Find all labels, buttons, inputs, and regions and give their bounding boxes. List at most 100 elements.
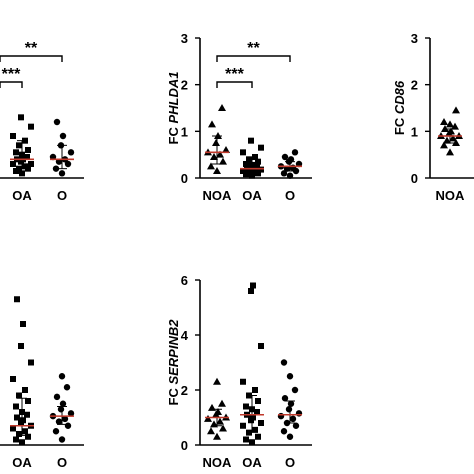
data-point-circle [281,153,289,161]
data-point-triangle [204,414,212,422]
data-point-triangle [213,167,221,174]
data-point-square [14,296,20,303]
data-point-square [22,387,28,393]
data-point-square [24,411,30,418]
data-point-circle [295,410,303,417]
data-point-square [25,398,31,404]
x-category-label: OA [12,455,32,470]
data-point-square [240,149,246,156]
data-point-triangle [219,424,227,432]
data-point-square [255,398,261,404]
data-point-square [19,439,25,446]
data-point-square [20,321,26,327]
y-tick-label: 2 [411,78,418,93]
significance-bracket [0,81,23,88]
data-point-square [244,164,250,171]
data-point-square [246,429,252,436]
data-point-square [248,137,254,144]
data-point-circle [58,436,66,443]
data-point-circle [67,149,75,156]
x-category-label: O [57,188,67,203]
data-point-square [16,431,22,437]
data-point-triangle [207,162,215,170]
data-point-circle [58,170,66,177]
significance-bracket [216,55,291,62]
panel-bottom-left: OA O [0,296,84,470]
data-point-square [240,422,246,429]
panel-bottom-middle: 0 2 4 6 FC SERPINB2 NOA OA O [166,273,312,470]
data-point-square [10,376,16,382]
significance-label: *** [225,66,244,83]
data-point-circle [287,156,295,163]
y-axis-label-prefix: FC [392,114,407,135]
data-point-square [250,414,256,421]
data-point-triangle [207,427,215,435]
data-point-square [252,387,258,393]
data-point-triangle [213,432,221,440]
data-point-square [22,163,28,170]
data-point-circle [291,149,299,156]
data-point-circle [53,118,61,126]
data-point-square [19,170,25,177]
y-axis-label-gene: CD86 [392,80,407,114]
significance-label: ** [247,40,260,57]
data-point-square [248,288,254,294]
data-point-circle [289,164,297,171]
data-point-square [10,161,16,167]
data-point-circle [59,400,67,407]
data-point-square [24,154,30,160]
data-point-circle [64,422,72,429]
data-point-circle [52,428,60,435]
data-point-circle [289,415,297,423]
data-point-triangle [214,408,222,415]
data-point-square [240,378,246,385]
data-point-square [243,161,249,167]
data-point-square [249,172,255,179]
data-point-triangle [446,120,454,128]
significance-bracket [216,81,253,88]
y-axis-label-gene: SERPINB2 [166,319,181,385]
data-point-circle [64,160,72,168]
data-point-square [28,359,34,366]
x-category-label: NOA [203,188,233,203]
data-point-square [13,403,19,410]
data-point-square [254,163,260,170]
data-point-square [10,425,16,432]
significance-label: ** [25,40,38,57]
data-point-triangle [451,122,459,130]
data-point-square [18,114,24,121]
data-point-square [255,158,261,165]
y-axis-label: FC PHLDA1 [166,72,181,145]
data-point-circle [57,406,65,413]
x-category-label: O [57,455,67,470]
data-point-circle [277,412,285,420]
y-tick-label: 1 [181,124,188,139]
data-point-square [14,414,20,421]
data-point-triangle [208,120,216,128]
data-point-circle [59,132,67,140]
data-point-triangle [440,118,448,125]
y-tick-label: 2 [181,383,188,398]
significance-bracket [0,55,63,62]
data-point-circle [281,395,289,402]
y-tick-label: 0 [411,171,418,186]
data-point-triangle [208,403,216,411]
data-point-triangle [452,139,460,146]
data-point-triangle [216,417,224,425]
data-point-square [252,154,258,160]
data-point-triangle [452,106,460,114]
data-point-square [10,133,16,139]
data-point-triangle [213,377,221,385]
data-point-square [255,433,261,440]
x-category-label: O [285,188,295,203]
x-category-label: O [285,455,295,470]
data-point-circle [287,400,295,407]
data-point-circle [55,418,63,425]
x-category-label: NOA [203,455,233,470]
data-point-square [258,166,264,173]
data-point-square [20,417,26,424]
data-point-triangle [222,146,230,153]
data-point-triangle [219,157,227,165]
data-point-square [13,436,19,443]
data-point-square [22,428,28,435]
